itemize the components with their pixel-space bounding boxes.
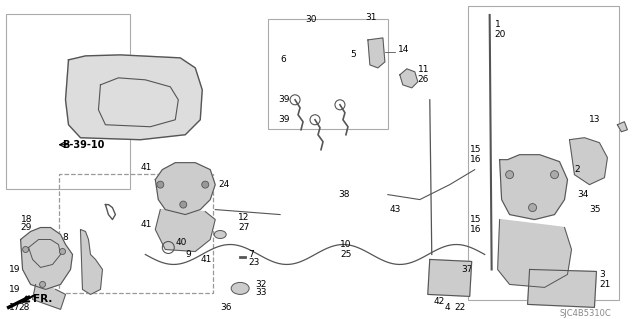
Text: 4: 4 bbox=[445, 303, 451, 312]
Text: 14: 14 bbox=[398, 45, 409, 55]
Text: 38: 38 bbox=[338, 190, 349, 199]
Text: 35: 35 bbox=[589, 205, 601, 214]
Polygon shape bbox=[81, 230, 102, 294]
Text: 41: 41 bbox=[200, 255, 212, 264]
Polygon shape bbox=[33, 285, 65, 309]
Circle shape bbox=[40, 281, 45, 287]
Text: 33: 33 bbox=[255, 288, 267, 297]
Text: 10: 10 bbox=[340, 240, 351, 249]
Circle shape bbox=[157, 181, 164, 188]
Polygon shape bbox=[20, 227, 72, 289]
Circle shape bbox=[180, 201, 187, 208]
Text: 32: 32 bbox=[255, 280, 266, 289]
Text: 11: 11 bbox=[418, 65, 429, 74]
Circle shape bbox=[529, 204, 536, 211]
Bar bbox=[468, 6, 620, 300]
Polygon shape bbox=[368, 38, 385, 68]
Text: 16: 16 bbox=[470, 155, 481, 164]
Polygon shape bbox=[500, 155, 568, 219]
Text: 26: 26 bbox=[418, 75, 429, 84]
Text: 16: 16 bbox=[470, 225, 481, 234]
Text: 31: 31 bbox=[365, 13, 376, 22]
Polygon shape bbox=[498, 219, 572, 287]
Text: 15: 15 bbox=[470, 145, 481, 154]
Polygon shape bbox=[400, 69, 418, 88]
Polygon shape bbox=[570, 138, 607, 185]
Text: 28: 28 bbox=[19, 303, 30, 312]
Text: 30: 30 bbox=[305, 15, 317, 25]
Text: 40: 40 bbox=[175, 238, 187, 247]
Circle shape bbox=[60, 249, 65, 255]
Text: 5: 5 bbox=[350, 50, 356, 59]
Text: 39: 39 bbox=[278, 115, 289, 124]
Bar bbox=[268, 19, 388, 129]
Text: SJC4B5310C: SJC4B5310C bbox=[559, 309, 611, 318]
Text: 19: 19 bbox=[8, 285, 20, 294]
Text: 17: 17 bbox=[8, 303, 20, 312]
Text: 27: 27 bbox=[238, 223, 250, 232]
Text: 37: 37 bbox=[461, 265, 473, 274]
Text: 6: 6 bbox=[280, 56, 286, 64]
Text: 13: 13 bbox=[589, 115, 601, 124]
Text: 21: 21 bbox=[600, 280, 611, 289]
Text: 24: 24 bbox=[218, 180, 230, 189]
Bar bbox=[58, 174, 213, 293]
Text: 36: 36 bbox=[220, 303, 232, 312]
Text: 43: 43 bbox=[390, 205, 401, 214]
Polygon shape bbox=[618, 122, 627, 132]
Ellipse shape bbox=[214, 231, 226, 239]
Circle shape bbox=[202, 181, 209, 188]
Text: 41: 41 bbox=[140, 163, 152, 172]
Circle shape bbox=[506, 171, 514, 179]
Text: 25: 25 bbox=[340, 250, 351, 259]
Text: 3: 3 bbox=[600, 270, 605, 279]
Polygon shape bbox=[156, 210, 215, 251]
Polygon shape bbox=[428, 259, 472, 296]
Text: 2: 2 bbox=[575, 165, 580, 174]
Bar bbox=[6, 14, 131, 189]
Text: 9: 9 bbox=[185, 250, 191, 259]
Polygon shape bbox=[527, 270, 596, 308]
Ellipse shape bbox=[231, 282, 249, 294]
Text: 18: 18 bbox=[20, 215, 32, 224]
Text: 1: 1 bbox=[495, 20, 500, 29]
Text: 42: 42 bbox=[434, 297, 445, 306]
Text: 15: 15 bbox=[470, 215, 481, 224]
Text: 34: 34 bbox=[577, 190, 589, 199]
Text: 7: 7 bbox=[248, 250, 254, 259]
Text: 20: 20 bbox=[495, 30, 506, 40]
Text: 12: 12 bbox=[238, 213, 250, 222]
Text: 39: 39 bbox=[278, 95, 289, 104]
Text: FR.: FR. bbox=[33, 294, 52, 304]
Polygon shape bbox=[156, 163, 215, 215]
Text: 29: 29 bbox=[20, 223, 32, 232]
Text: 8: 8 bbox=[63, 233, 68, 242]
Polygon shape bbox=[65, 55, 202, 140]
Circle shape bbox=[550, 171, 559, 179]
Text: 23: 23 bbox=[248, 258, 260, 267]
Text: 22: 22 bbox=[455, 303, 466, 312]
Circle shape bbox=[22, 247, 29, 252]
Text: 19: 19 bbox=[8, 265, 20, 274]
Text: 41: 41 bbox=[140, 220, 152, 229]
Text: B-39-10: B-39-10 bbox=[63, 140, 105, 150]
